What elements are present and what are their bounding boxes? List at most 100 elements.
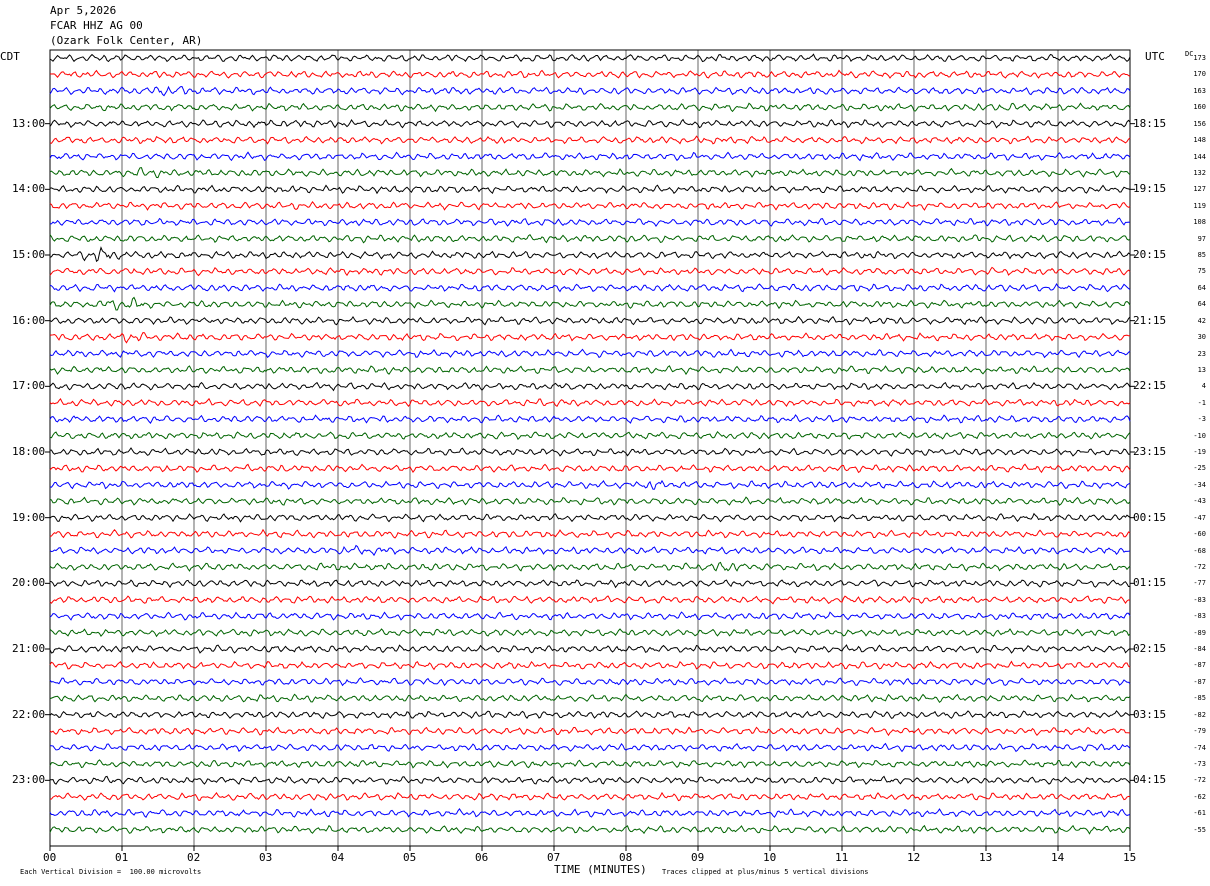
dc-offset-label: -85 [1193,694,1206,703]
right-hour-label: 21:15 [1133,313,1167,327]
dc-offset-label: -89 [1193,628,1206,637]
dc-offset-label: -61 [1193,809,1206,818]
trace-22 [49,414,1131,424]
trace-39 [49,693,1131,704]
x-tick-label: 14 [1051,851,1065,864]
dc-offset-label: -82 [1193,710,1206,719]
dc-offset-label: 132 [1193,168,1206,177]
trace-5 [49,135,1131,145]
trace-43 [49,759,1131,769]
dc-offset-label: -43 [1193,497,1206,506]
trace-2 [49,85,1131,97]
trace-31 [49,561,1131,572]
left-timezone-label: CDT [0,50,20,63]
trace-45 [49,791,1131,802]
dc-offset-label: 163 [1193,86,1206,95]
dc-offset-label: 97 [1197,234,1206,243]
dc-offset-label: 30 [1197,333,1206,342]
dc-offset-label: 42 [1197,316,1206,325]
trace-3 [49,102,1131,113]
dc-offset-label: -87 [1193,677,1206,686]
dc-offset-label: 170 [1193,70,1206,79]
dc-offset-label: -60 [1193,530,1206,539]
trace-26 [49,479,1131,490]
trace-18 [49,348,1131,359]
right-hour-label: 22:15 [1133,379,1167,393]
dc-offset-label: -19 [1193,448,1206,456]
trace-27 [49,496,1131,506]
trace-9 [49,200,1131,211]
trace-6 [49,151,1131,162]
dc-offset-label: -72 [1193,776,1206,785]
trace-1 [49,69,1131,79]
trace-46 [49,808,1131,818]
dc-offset-label: -84 [1193,645,1206,653]
dc-offset-label: -79 [1193,727,1206,736]
trace-44 [49,775,1131,785]
right-hour-label: 03:15 [1133,707,1167,721]
left-hour-label: 22:00 [12,707,46,721]
left-hour-label: 17:00 [12,379,46,393]
right-hour-label: 19:15 [1133,182,1167,196]
left-hour-label: 14:00 [12,182,46,196]
trace-0 [49,53,1131,63]
dc-offset-label: 173 [1193,54,1206,62]
dc-offset-label: 156 [1193,119,1206,128]
dc-offset-label: 13 [1197,365,1206,374]
dc-offset-label: 64 [1197,300,1206,309]
dc-offset-label: -77 [1193,579,1206,588]
dc-offset-label: 75 [1197,267,1206,276]
trace-47 [49,824,1131,835]
header-date: Apr 5,2026 [50,4,117,17]
dc-offset-header: DC [1185,50,1194,58]
trace-4 [49,118,1131,129]
x-tick-label: 02 [187,851,201,864]
left-hour-label: 20:00 [12,576,46,590]
right-hour-label: 02:15 [1133,642,1167,655]
trace-16 [49,315,1131,326]
dc-offset-label: 119 [1193,201,1206,210]
dc-offset-label: -74 [1193,743,1206,752]
x-tick-label: 05 [403,851,417,864]
dc-offset-label: -3 [1197,415,1206,424]
dc-offset-label: -72 [1193,562,1206,571]
dc-offset-label: -1 [1197,398,1206,407]
x-tick-label: 06 [475,851,489,864]
trace-32 [49,579,1131,589]
trace-42 [50,742,1131,753]
trace-15 [49,296,1131,311]
dc-offset-label: -87 [1193,661,1206,670]
right-timezone-label: UTC [1145,50,1165,63]
dc-offset-label: 85 [1197,251,1206,259]
x-tick-label: 00 [43,851,57,864]
trace-25 [49,463,1131,474]
x-tick-label: 10 [763,851,777,864]
dc-offset-label: 144 [1193,152,1206,161]
header-location: (Ozark Folk Center, AR) [50,34,203,47]
trace-11 [49,233,1131,244]
trace-8 [49,184,1131,195]
left-hour-label: 15:00 [12,248,46,261]
left-hour-label: 16:00 [12,313,46,327]
right-hour-label: 04:15 [1133,773,1167,787]
right-hour-label: 01:15 [1133,576,1167,590]
right-hour-label: 20:15 [1133,248,1167,261]
right-hour-label: 00:15 [1133,510,1167,524]
x-tick-label: 13 [979,851,993,864]
dc-offset-label: -55 [1193,825,1206,834]
trace-41 [49,726,1131,737]
clip-note: Traces clipped at plus/minus 5 vertical … [662,868,869,876]
plot-frame [49,49,1131,847]
trace-21 [49,397,1131,408]
trace-23 [49,430,1131,441]
dc-offset-label: 108 [1193,218,1206,227]
trace-34 [49,611,1131,621]
dc-offset-label: 64 [1197,283,1206,292]
x-tick-label: 07 [547,851,561,864]
dc-offset-label: -34 [1193,480,1206,489]
dc-offset-label: -83 [1193,595,1206,604]
x-tick-label: 03 [259,851,273,864]
dc-offset-label: 127 [1193,185,1206,194]
trace-29 [49,528,1131,539]
